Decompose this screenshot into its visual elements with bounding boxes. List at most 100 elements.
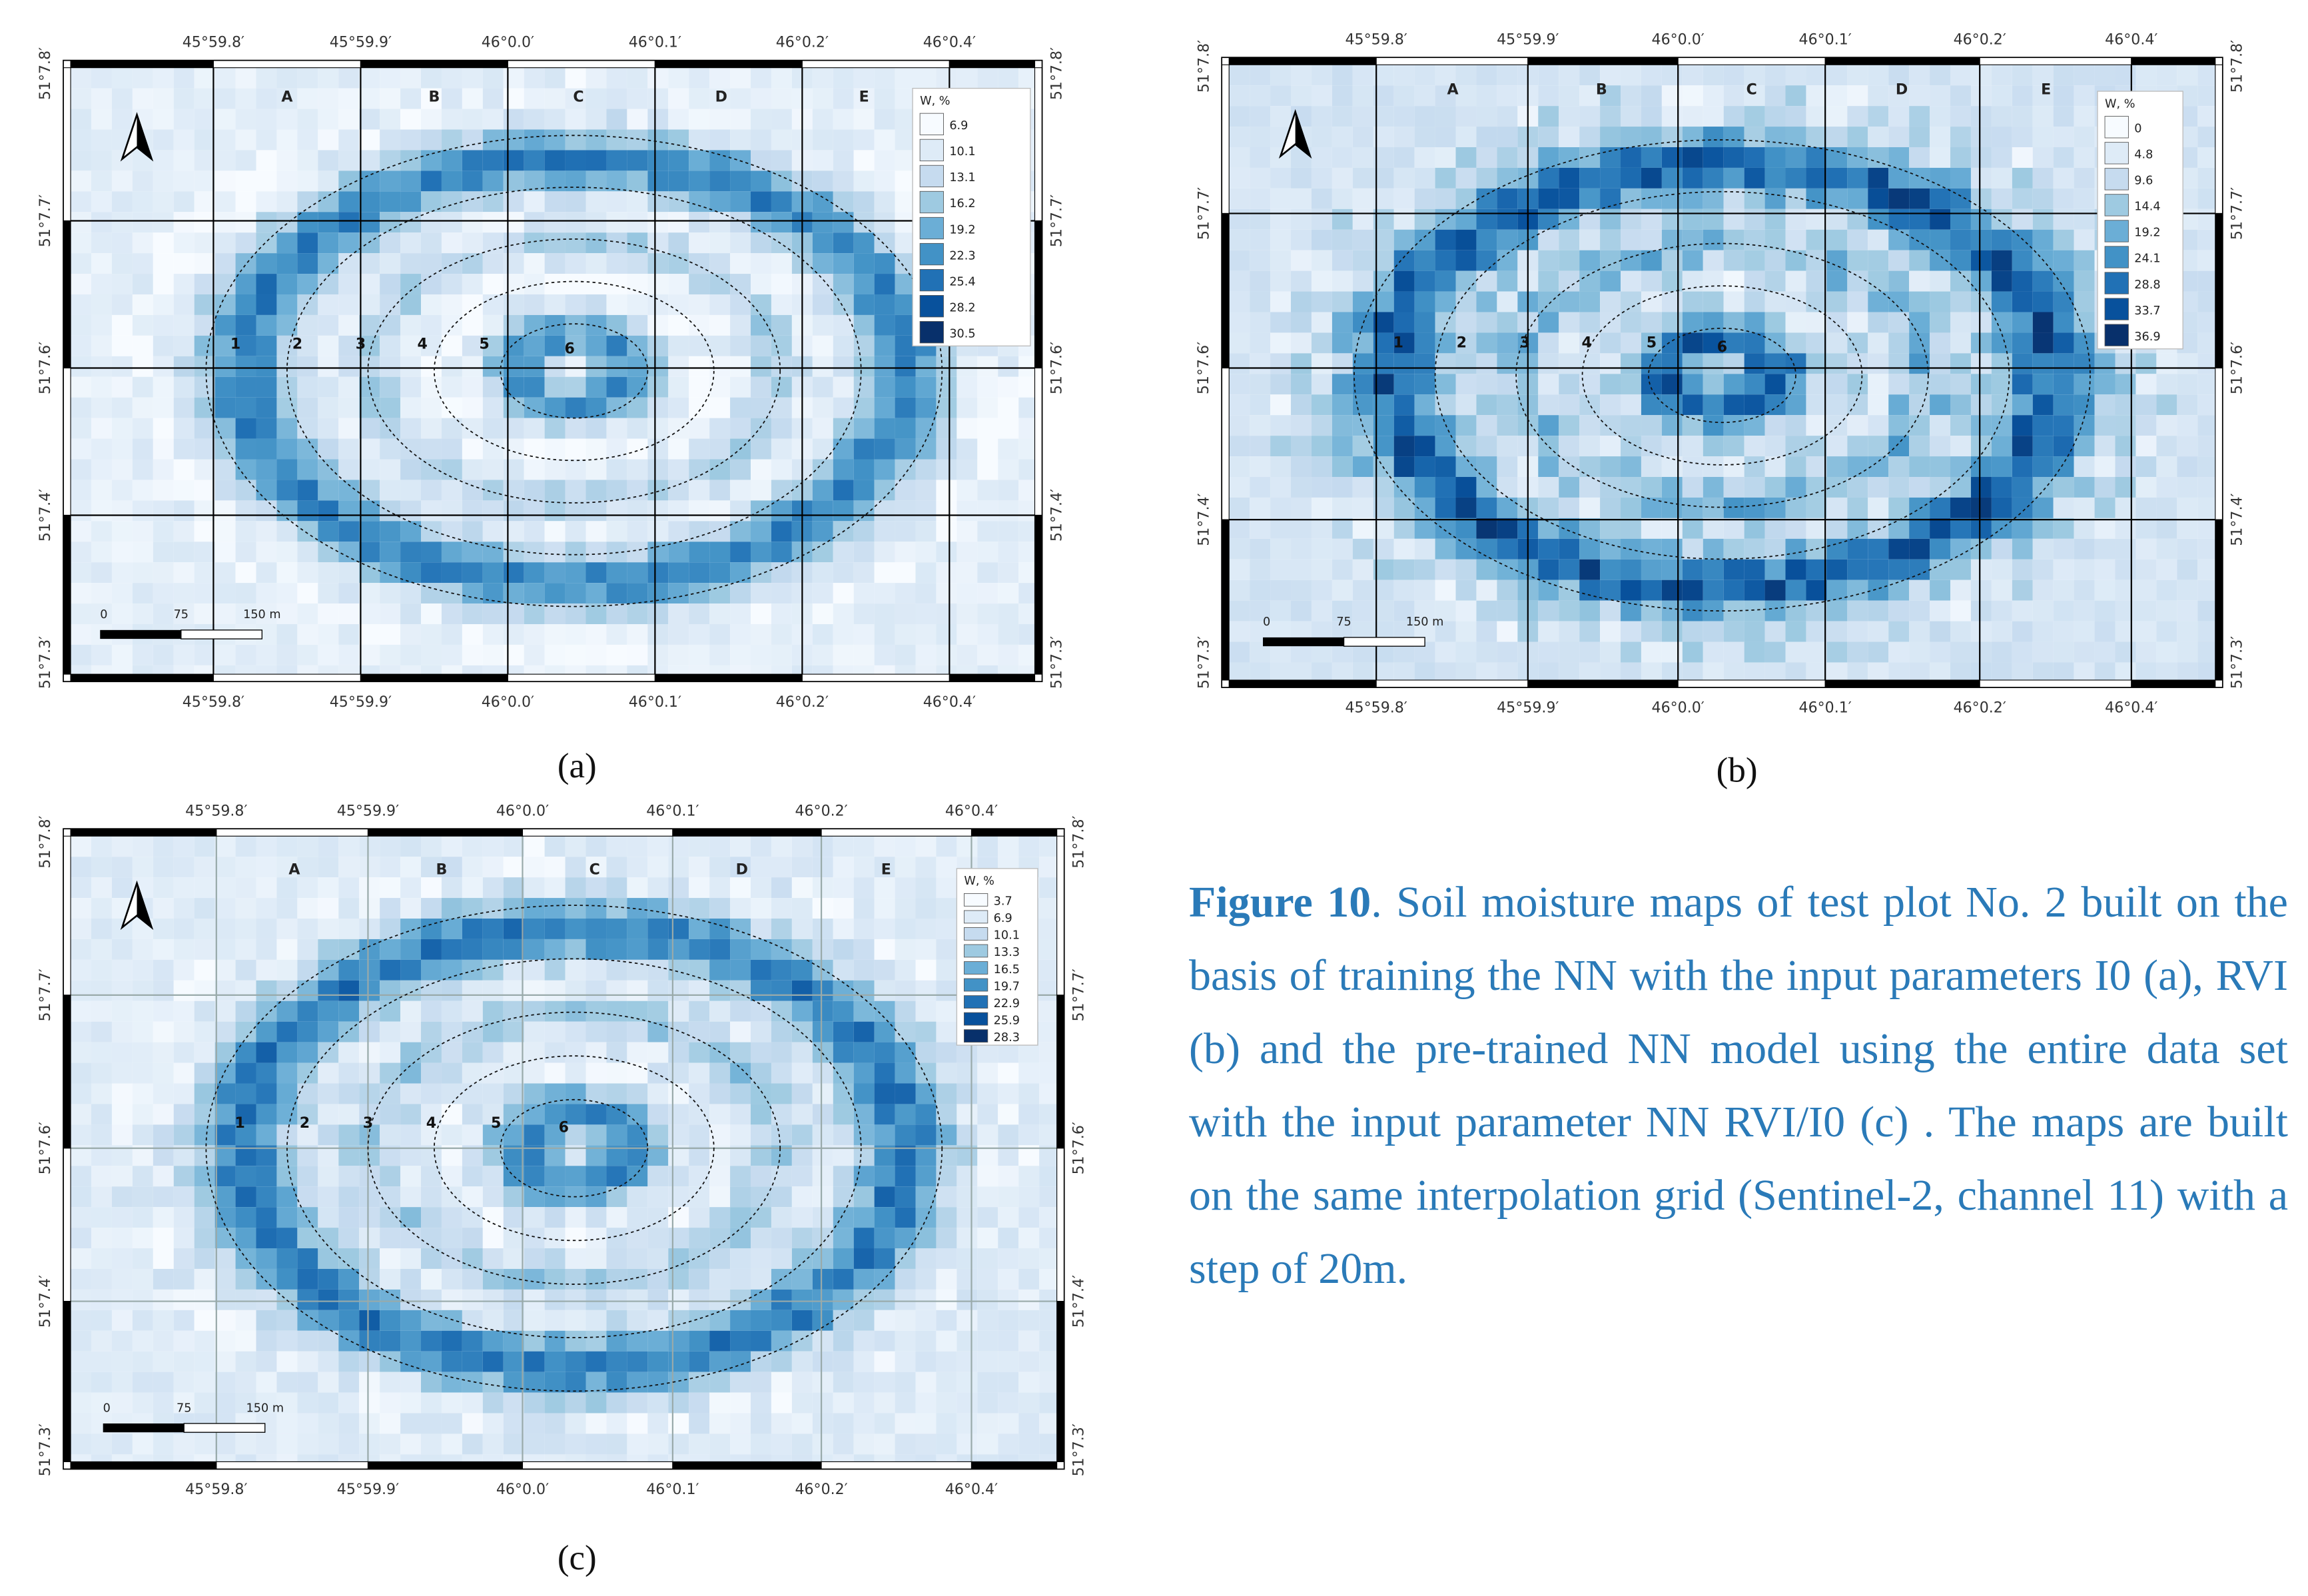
map-cell bbox=[627, 314, 648, 336]
map-cell bbox=[1682, 456, 1703, 478]
map-cell bbox=[689, 1062, 710, 1084]
map-cell bbox=[421, 836, 442, 857]
map-cell bbox=[874, 1104, 895, 1125]
map-cell bbox=[1826, 374, 1848, 395]
map-cell bbox=[1559, 518, 1580, 539]
map-cell bbox=[647, 274, 669, 294]
map-cell bbox=[153, 1186, 174, 1208]
map-cell bbox=[1806, 456, 1827, 478]
map-cell bbox=[2012, 167, 2033, 189]
map-cell bbox=[1497, 127, 1518, 147]
map-cell bbox=[235, 1454, 256, 1462]
map-cell bbox=[627, 980, 648, 1001]
map-cell bbox=[462, 459, 483, 480]
map-cell bbox=[524, 1330, 545, 1352]
map-cell bbox=[668, 1330, 689, 1352]
map-cell bbox=[318, 939, 339, 960]
map-cell bbox=[585, 644, 607, 665]
map-cell bbox=[874, 459, 895, 480]
map-cell bbox=[1435, 600, 1456, 621]
map-cell bbox=[421, 500, 442, 522]
map-cell bbox=[441, 150, 462, 171]
map-cell bbox=[874, 562, 895, 584]
map-cell bbox=[91, 1042, 112, 1063]
map-cell bbox=[1497, 147, 1518, 168]
map-cell bbox=[1806, 415, 1827, 436]
map-cell bbox=[1826, 208, 1848, 230]
map-cell bbox=[1847, 580, 1868, 601]
map-cell bbox=[297, 191, 318, 212]
map-cell bbox=[1764, 270, 1786, 292]
map-cell bbox=[194, 67, 215, 89]
ring-ellipse bbox=[367, 238, 781, 504]
map-cell bbox=[730, 1268, 751, 1290]
map-cell bbox=[1682, 208, 1703, 230]
map-cell bbox=[565, 356, 586, 377]
map-cell bbox=[235, 562, 256, 584]
map-cell bbox=[647, 397, 669, 418]
map-cell bbox=[2197, 394, 2215, 416]
map-cell bbox=[256, 438, 277, 460]
map-cell bbox=[1393, 208, 1415, 230]
map-cell bbox=[1764, 477, 1786, 498]
map-cell bbox=[1744, 456, 1765, 478]
map-cell bbox=[1018, 1104, 1040, 1125]
map-cell bbox=[1538, 559, 1559, 580]
map-cell bbox=[895, 67, 916, 89]
map-cell bbox=[111, 603, 133, 625]
map-cell bbox=[1600, 456, 1621, 478]
map-cell bbox=[1039, 898, 1057, 919]
frame-bar bbox=[360, 60, 508, 69]
map-cell bbox=[1682, 394, 1703, 416]
map-cell bbox=[421, 109, 442, 130]
map-cell bbox=[668, 171, 689, 192]
map-cell bbox=[1414, 188, 1435, 209]
map-cell bbox=[111, 857, 133, 878]
map-cell bbox=[400, 438, 422, 460]
map-cell bbox=[1723, 436, 1744, 457]
map-cell bbox=[874, 274, 895, 294]
map-cell bbox=[173, 314, 194, 336]
map-cell bbox=[895, 109, 916, 130]
map-cell bbox=[668, 1248, 689, 1269]
map-cell bbox=[565, 1042, 586, 1063]
map-cell bbox=[853, 376, 875, 398]
map-cell bbox=[1476, 65, 1497, 86]
map-cell bbox=[1455, 600, 1477, 621]
map-cell bbox=[895, 624, 916, 645]
map-cell bbox=[380, 438, 401, 460]
map-cell bbox=[874, 376, 895, 398]
map-cell bbox=[1930, 559, 1951, 580]
map-cell bbox=[1393, 250, 1415, 271]
map-cell bbox=[1270, 270, 1292, 292]
map-cell bbox=[751, 109, 771, 130]
map-cell bbox=[173, 877, 194, 899]
map-cell bbox=[111, 191, 133, 212]
map-cell bbox=[214, 459, 236, 480]
map-cell bbox=[895, 1083, 916, 1104]
map-cell bbox=[524, 253, 545, 274]
map-cell bbox=[1641, 662, 1662, 680]
map-cell bbox=[359, 665, 380, 675]
map-cell bbox=[256, 335, 277, 356]
frame-bar bbox=[1056, 1301, 1065, 1463]
map-cell bbox=[874, 191, 895, 212]
map-cell bbox=[2032, 456, 2054, 478]
map-cell bbox=[915, 1207, 937, 1228]
map-cell bbox=[895, 500, 916, 522]
frame-bar bbox=[1056, 995, 1065, 1149]
map-cell bbox=[709, 191, 731, 212]
map-cell bbox=[1744, 291, 1765, 312]
map-cell bbox=[297, 1104, 318, 1125]
map-cell bbox=[1476, 167, 1497, 189]
map-cell bbox=[2197, 641, 2215, 663]
map-cell bbox=[1332, 353, 1353, 374]
map-cell bbox=[606, 877, 627, 899]
map-cell bbox=[915, 1083, 937, 1104]
map-cell bbox=[709, 1268, 731, 1290]
map-cell bbox=[1785, 436, 1806, 457]
map-cell bbox=[421, 1413, 442, 1434]
map-cell bbox=[111, 1104, 133, 1125]
map-cell bbox=[791, 1392, 813, 1413]
map-cell bbox=[647, 500, 669, 522]
